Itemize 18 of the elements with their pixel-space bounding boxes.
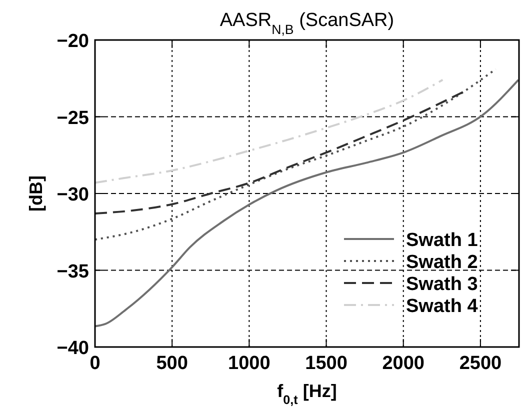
legend-label: Swath 2	[406, 252, 478, 273]
x-tick-label: 2500	[459, 353, 502, 374]
x-tick-label: 2000	[382, 353, 425, 374]
legend-label: Swath 4	[406, 296, 478, 317]
y-axis-title: [dB]	[26, 176, 46, 212]
x-tick-label: 1000	[228, 353, 270, 374]
x-tick-label: 0	[90, 353, 100, 374]
y-tick-label: −40	[56, 338, 89, 359]
legend-label: Swath 3	[406, 274, 478, 295]
x-axis-title: f$_{0,t}$ [Hz]	[277, 381, 337, 407]
x-tick-label: 500	[156, 353, 188, 374]
y-tick-label: −35	[56, 261, 90, 282]
legend-label: Swath 1	[406, 230, 478, 251]
y-tick-label: −20	[56, 31, 89, 52]
x-tick-label: 1500	[305, 353, 348, 374]
chart-title: AASR$_{N,B}$ (ScanSAR)	[220, 10, 394, 36]
y-tick-label: −30	[56, 184, 89, 206]
y-tick-label: −25	[56, 108, 90, 129]
